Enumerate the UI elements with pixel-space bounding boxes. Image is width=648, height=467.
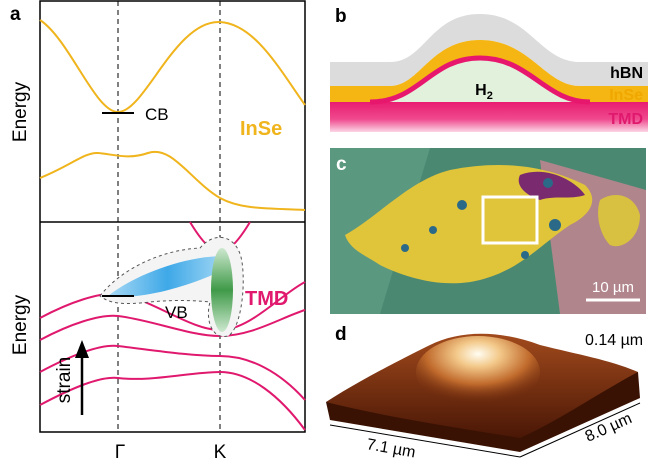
- layer-label: hBN: [610, 65, 643, 82]
- panel-label: c: [336, 154, 347, 175]
- arrow-head: [75, 340, 89, 358]
- cb-curve: [40, 20, 305, 112]
- side-label: 7.1 µm: [365, 436, 416, 461]
- vb-curve: [40, 152, 305, 210]
- panel-label: a: [10, 4, 21, 25]
- figure: a Energy Energy Γ K CB InSe VB TMD strai…: [0, 0, 648, 467]
- material-label: InSe: [240, 118, 282, 140]
- spot: [429, 226, 437, 234]
- tmd-layer: [330, 100, 648, 132]
- layer-label: InSe: [609, 87, 643, 104]
- bump: [416, 336, 540, 408]
- y-label: Energy: [10, 81, 31, 142]
- band-label: VB: [165, 303, 188, 322]
- panel-d: d 0.14 µm 8.0 µm 7.1 µm: [326, 324, 643, 461]
- x-label: K: [214, 442, 227, 463]
- bubble-sub: 2: [487, 90, 493, 102]
- bubble-main: H: [475, 82, 487, 99]
- band-label: CB: [145, 105, 169, 124]
- spot: [521, 251, 529, 259]
- height-label: 0.14 µm: [585, 332, 643, 349]
- spot: [401, 244, 409, 252]
- spot: [549, 219, 561, 231]
- panel-label: b: [335, 6, 347, 27]
- green-region: [211, 248, 233, 332]
- panel-c: 10 µm c: [330, 148, 646, 314]
- tmd-vb: [40, 372, 305, 430]
- x-label: Γ: [115, 442, 125, 463]
- material-label: TMD: [245, 288, 288, 310]
- scale-label: 10 µm: [592, 279, 634, 296]
- y-label: Energy: [10, 294, 31, 355]
- spot: [543, 178, 553, 188]
- arrow-label: strain: [54, 357, 75, 403]
- layer-label: TMD: [608, 111, 643, 128]
- spot: [457, 200, 467, 210]
- panel-b: b H2 hBN InSe TMD: [330, 6, 648, 132]
- panel-label: d: [335, 324, 347, 345]
- panel-a: a Energy Energy Γ K CB InSe VB TMD strai…: [10, 1, 305, 463]
